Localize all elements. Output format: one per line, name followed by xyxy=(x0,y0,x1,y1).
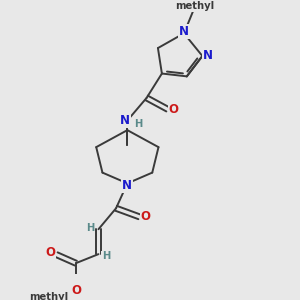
Text: H: H xyxy=(86,223,95,233)
Text: N: N xyxy=(120,114,130,127)
Text: O: O xyxy=(71,284,81,297)
Text: N: N xyxy=(179,25,189,38)
Text: O: O xyxy=(140,210,151,223)
Text: O: O xyxy=(169,103,179,116)
Text: methyl: methyl xyxy=(175,1,214,11)
Text: O: O xyxy=(45,246,56,259)
Text: N: N xyxy=(122,179,132,192)
Text: N: N xyxy=(203,50,213,62)
Text: methyl: methyl xyxy=(29,292,68,300)
Text: H: H xyxy=(134,119,142,129)
Text: H: H xyxy=(102,251,110,261)
